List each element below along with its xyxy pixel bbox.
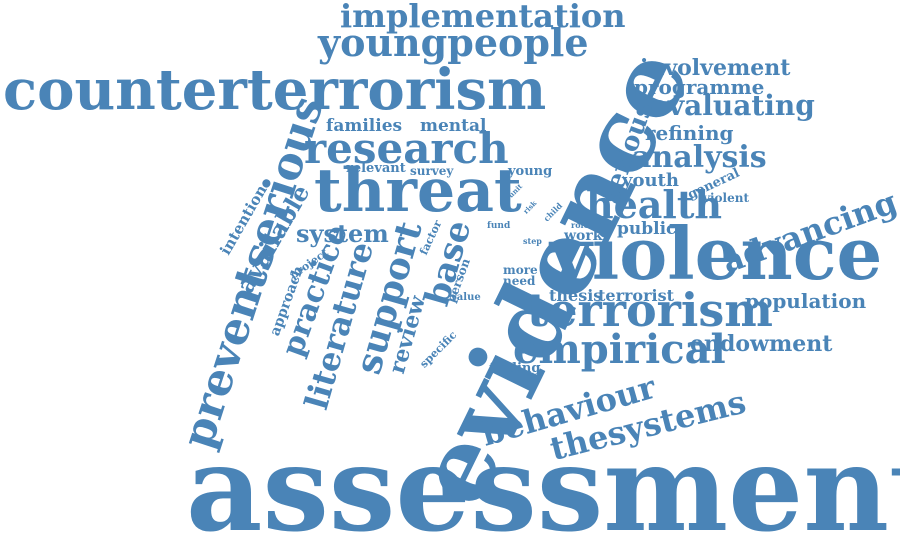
word-work: work <box>564 229 602 243</box>
word-implementation: implementation <box>340 0 625 32</box>
word-violent: violent <box>703 192 749 204</box>
word-relevant: relevant <box>346 162 406 175</box>
word-refining: refining <box>645 123 733 143</box>
word-youth: youth <box>622 172 679 190</box>
word-survey: survey <box>410 165 453 177</box>
word-families: families <box>326 118 402 135</box>
word-young: young <box>508 165 552 178</box>
word-need: need <box>503 275 535 287</box>
word-analysis: analysis <box>632 143 767 173</box>
word-assessment: assessment <box>186 430 900 535</box>
word-terrorist: terrorist <box>598 288 674 304</box>
word-system: system <box>296 222 389 246</box>
word-thesis: thesis <box>549 288 602 304</box>
word-fund: fund <box>487 222 510 231</box>
word-finding: finding <box>489 362 540 375</box>
word-programme: programme <box>634 77 764 97</box>
word-endowment: endowment <box>690 333 832 355</box>
word-role: role <box>571 221 589 229</box>
word-mental: mental <box>420 118 487 135</box>
word-step: step <box>523 237 542 245</box>
word-value: value <box>451 293 481 303</box>
word-counterterrorism: counterterrorism <box>3 62 546 118</box>
word-population: population <box>745 291 866 311</box>
word-public: public <box>617 221 676 238</box>
